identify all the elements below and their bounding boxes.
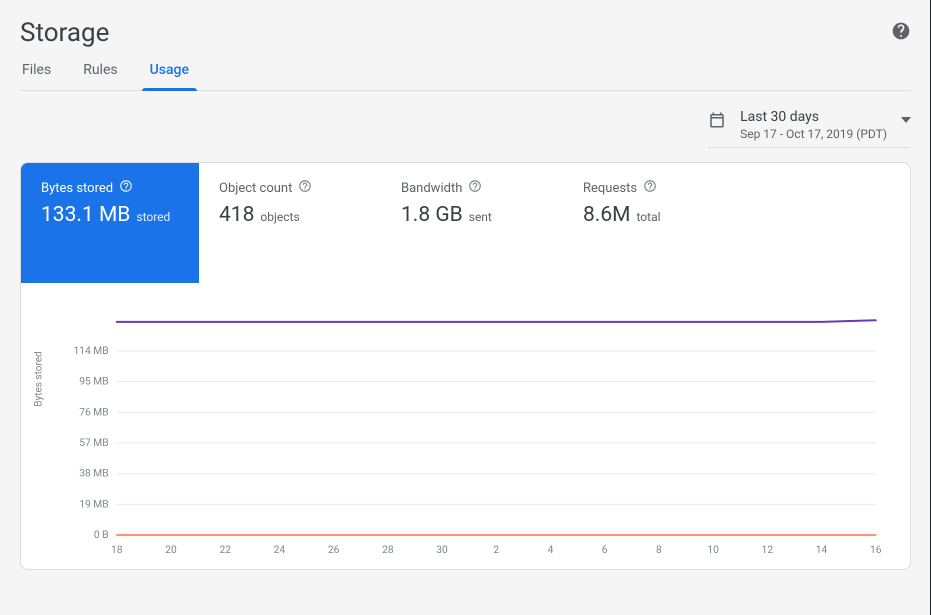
metric-label: Requests: [583, 181, 637, 196]
metric-value: 133.1 MB: [41, 203, 130, 227]
svg-text:30: 30: [436, 545, 448, 556]
svg-text:20: 20: [165, 545, 177, 556]
tab-usage[interactable]: Usage: [148, 62, 191, 90]
calendar-icon: [708, 109, 726, 133]
svg-text:57 MB: 57 MB: [79, 438, 108, 449]
info-icon[interactable]: [468, 179, 482, 197]
info-icon[interactable]: [643, 179, 657, 197]
svg-text:16: 16: [870, 545, 882, 556]
tabs: Files Rules Usage: [20, 62, 911, 91]
metric-bytes-stored[interactable]: Bytes stored 133.1 MB stored: [21, 163, 199, 283]
svg-text:10: 10: [707, 545, 719, 556]
metric-unit: objects: [260, 210, 299, 224]
metric-label: Bandwidth: [401, 181, 462, 196]
usage-card: Bytes stored 133.1 MB stored Object coun…: [20, 162, 911, 570]
svg-text:76 MB: 76 MB: [79, 407, 108, 418]
info-icon[interactable]: [119, 179, 133, 197]
date-range-label: Last 30 days: [740, 109, 887, 125]
svg-text:22: 22: [219, 545, 231, 556]
svg-text:12: 12: [762, 545, 774, 556]
tab-rules[interactable]: Rules: [81, 62, 119, 90]
metric-requests[interactable]: Requests 8.6M total: [563, 163, 745, 283]
svg-text:95 MB: 95 MB: [79, 377, 108, 388]
help-icon[interactable]: [891, 21, 911, 45]
svg-text:0 B: 0 B: [94, 530, 109, 541]
page-title: Storage: [20, 18, 109, 48]
metric-unit: stored: [136, 210, 170, 224]
metrics-row: Bytes stored 133.1 MB stored Object coun…: [21, 163, 910, 283]
svg-text:38 MB: 38 MB: [79, 469, 108, 480]
svg-text:4: 4: [548, 545, 554, 556]
metric-value: 418: [219, 203, 254, 227]
svg-text:28: 28: [382, 545, 394, 556]
metric-unit: sent: [469, 210, 492, 224]
svg-text:8: 8: [656, 545, 662, 556]
svg-text:26: 26: [328, 545, 340, 556]
usage-chart: Bytes stored 0 B19 MB38 MB57 MB76 MB95 M…: [45, 299, 886, 559]
metric-value: 8.6M: [583, 203, 630, 227]
date-range-detail: Sep 17 - Oct 17, 2019 (PDT): [740, 127, 887, 141]
metric-value: 1.8 GB: [401, 203, 463, 227]
metric-label: Object count: [219, 181, 292, 196]
svg-text:14: 14: [816, 545, 828, 556]
metric-bandwidth[interactable]: Bandwidth 1.8 GB sent: [381, 163, 563, 283]
svg-text:18: 18: [111, 545, 123, 556]
metric-unit: total: [636, 210, 660, 224]
chart-y-axis-title: Bytes stored: [34, 351, 45, 406]
tab-files[interactable]: Files: [20, 62, 53, 90]
date-range-selector[interactable]: Last 30 days Sep 17 - Oct 17, 2019 (PDT): [708, 109, 911, 148]
metric-object-count[interactable]: Object count 418 objects: [199, 163, 381, 283]
svg-text:114 MB: 114 MB: [73, 346, 108, 357]
svg-text:19 MB: 19 MB: [79, 499, 108, 510]
chevron-down-icon: [901, 109, 911, 129]
info-icon[interactable]: [298, 179, 312, 197]
svg-text:2: 2: [493, 545, 499, 556]
svg-text:6: 6: [602, 545, 608, 556]
metric-label: Bytes stored: [41, 181, 113, 196]
svg-text:24: 24: [274, 545, 286, 556]
